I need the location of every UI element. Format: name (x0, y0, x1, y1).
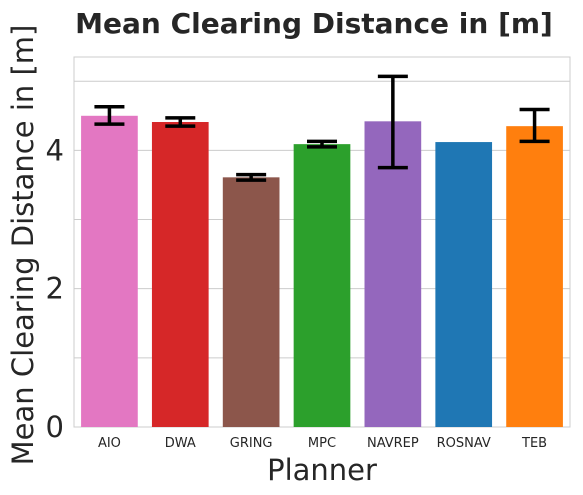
bar-rosnav (435, 142, 493, 427)
x-axis-label: Planner (267, 453, 377, 487)
x-tick-labels: AIO DWA GRING MPC NAVREP ROSNAV TEB (98, 436, 547, 451)
bar-aio (81, 115, 138, 428)
y-tick-labels: 0 2 4 (46, 133, 64, 444)
x-tick-label: DWA (165, 436, 196, 451)
error-bar-dwa (165, 116, 196, 128)
error-bar-mpc (307, 139, 337, 149)
chart-title: Mean Clearing Distance in [m] (75, 7, 553, 40)
x-tick-label: MPC (308, 436, 336, 451)
y-tick-label: 4 (46, 133, 64, 167)
bar-dwa (151, 122, 209, 428)
y-tick-label: 0 (46, 410, 64, 444)
x-tick-label: TEB (521, 436, 547, 451)
x-tick-label: AIO (98, 436, 121, 451)
y-tick-label: 2 (46, 272, 64, 306)
bar-teb (506, 126, 563, 428)
error-bar-navrep (377, 74, 408, 170)
x-tick-label: ROSNAV (437, 436, 491, 451)
error-bar-aio (94, 105, 125, 126)
error-bar-teb (519, 107, 550, 144)
bar-navrep (364, 121, 422, 428)
error-bars (94, 74, 550, 182)
error-bar-gring (236, 172, 267, 182)
x-tick-label: NAVREP (367, 436, 419, 451)
y-axis-label: Mean Clearing Distance in [m] (6, 25, 40, 466)
bars (81, 115, 563, 428)
x-tick-label: GRING (230, 436, 273, 451)
bar-gring (222, 177, 280, 427)
bar-mpc (293, 144, 351, 427)
